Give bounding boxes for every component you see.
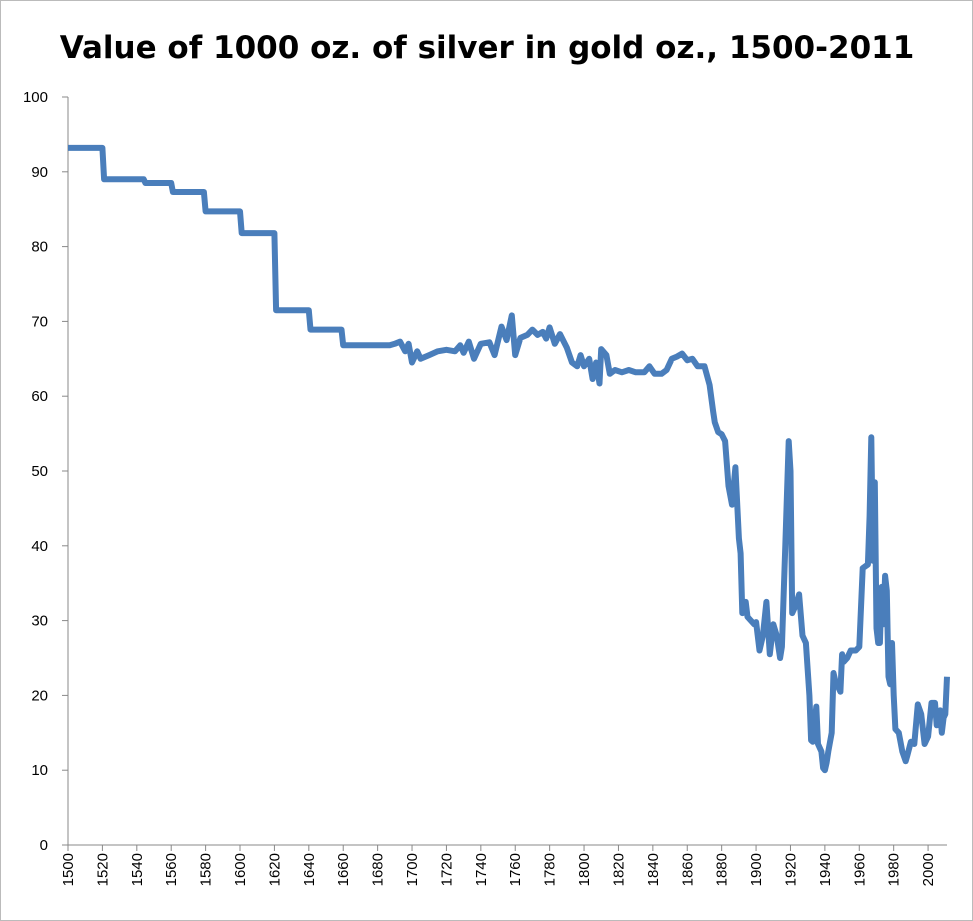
x-tick-label: 1600 bbox=[232, 853, 249, 886]
chart-title: Value of 1000 oz. of silver in gold oz.,… bbox=[60, 30, 915, 66]
y-tick-label: 60 bbox=[31, 388, 48, 405]
x-tick-label: 1780 bbox=[542, 853, 559, 886]
y-tick-label: 70 bbox=[31, 313, 48, 330]
x-tick-label: 1740 bbox=[473, 853, 490, 886]
y-tick-label: 80 bbox=[31, 239, 48, 256]
x-tick-label: 1960 bbox=[851, 853, 868, 886]
x-tick-label: 1980 bbox=[886, 853, 903, 886]
x-tick-label: 1800 bbox=[576, 853, 593, 886]
y-tick-label: 50 bbox=[31, 463, 48, 480]
y-tick-label: 0 bbox=[40, 837, 48, 854]
x-tick-label: 1900 bbox=[748, 853, 765, 886]
x-tick-label: 2000 bbox=[920, 853, 937, 886]
y-tick-label: 40 bbox=[31, 538, 48, 555]
y-tick-label: 30 bbox=[31, 613, 48, 630]
y-tick-label: 20 bbox=[31, 687, 48, 704]
x-tick-label: 1580 bbox=[198, 853, 215, 886]
data-line bbox=[68, 144, 950, 774]
x-tick-label: 1620 bbox=[266, 853, 283, 886]
x-tick-label: 1660 bbox=[335, 853, 352, 886]
x-tick-label: 1720 bbox=[438, 853, 455, 886]
x-tick-label: 1820 bbox=[610, 853, 627, 886]
x-tick-label: 1760 bbox=[507, 853, 524, 886]
x-tick-label: 1500 bbox=[60, 853, 77, 886]
x-tick-label: 1920 bbox=[782, 853, 799, 886]
y-tick-label: 100 bbox=[23, 89, 48, 106]
x-tick-label: 1560 bbox=[163, 853, 180, 886]
x-tick-label: 1860 bbox=[679, 853, 696, 886]
x-tick-label: 1840 bbox=[645, 853, 662, 886]
x-tick-label: 1540 bbox=[129, 853, 146, 886]
x-tick-label: 1680 bbox=[370, 853, 387, 886]
y-tick-label: 90 bbox=[31, 164, 48, 181]
x-tick-label: 1520 bbox=[94, 853, 111, 886]
x-tick-label: 1700 bbox=[404, 853, 421, 886]
x-tick-label: 1640 bbox=[301, 853, 318, 886]
y-tick-label: 10 bbox=[31, 762, 48, 779]
x-tick-label: 1880 bbox=[714, 853, 731, 886]
x-tick-label: 1940 bbox=[817, 853, 834, 886]
